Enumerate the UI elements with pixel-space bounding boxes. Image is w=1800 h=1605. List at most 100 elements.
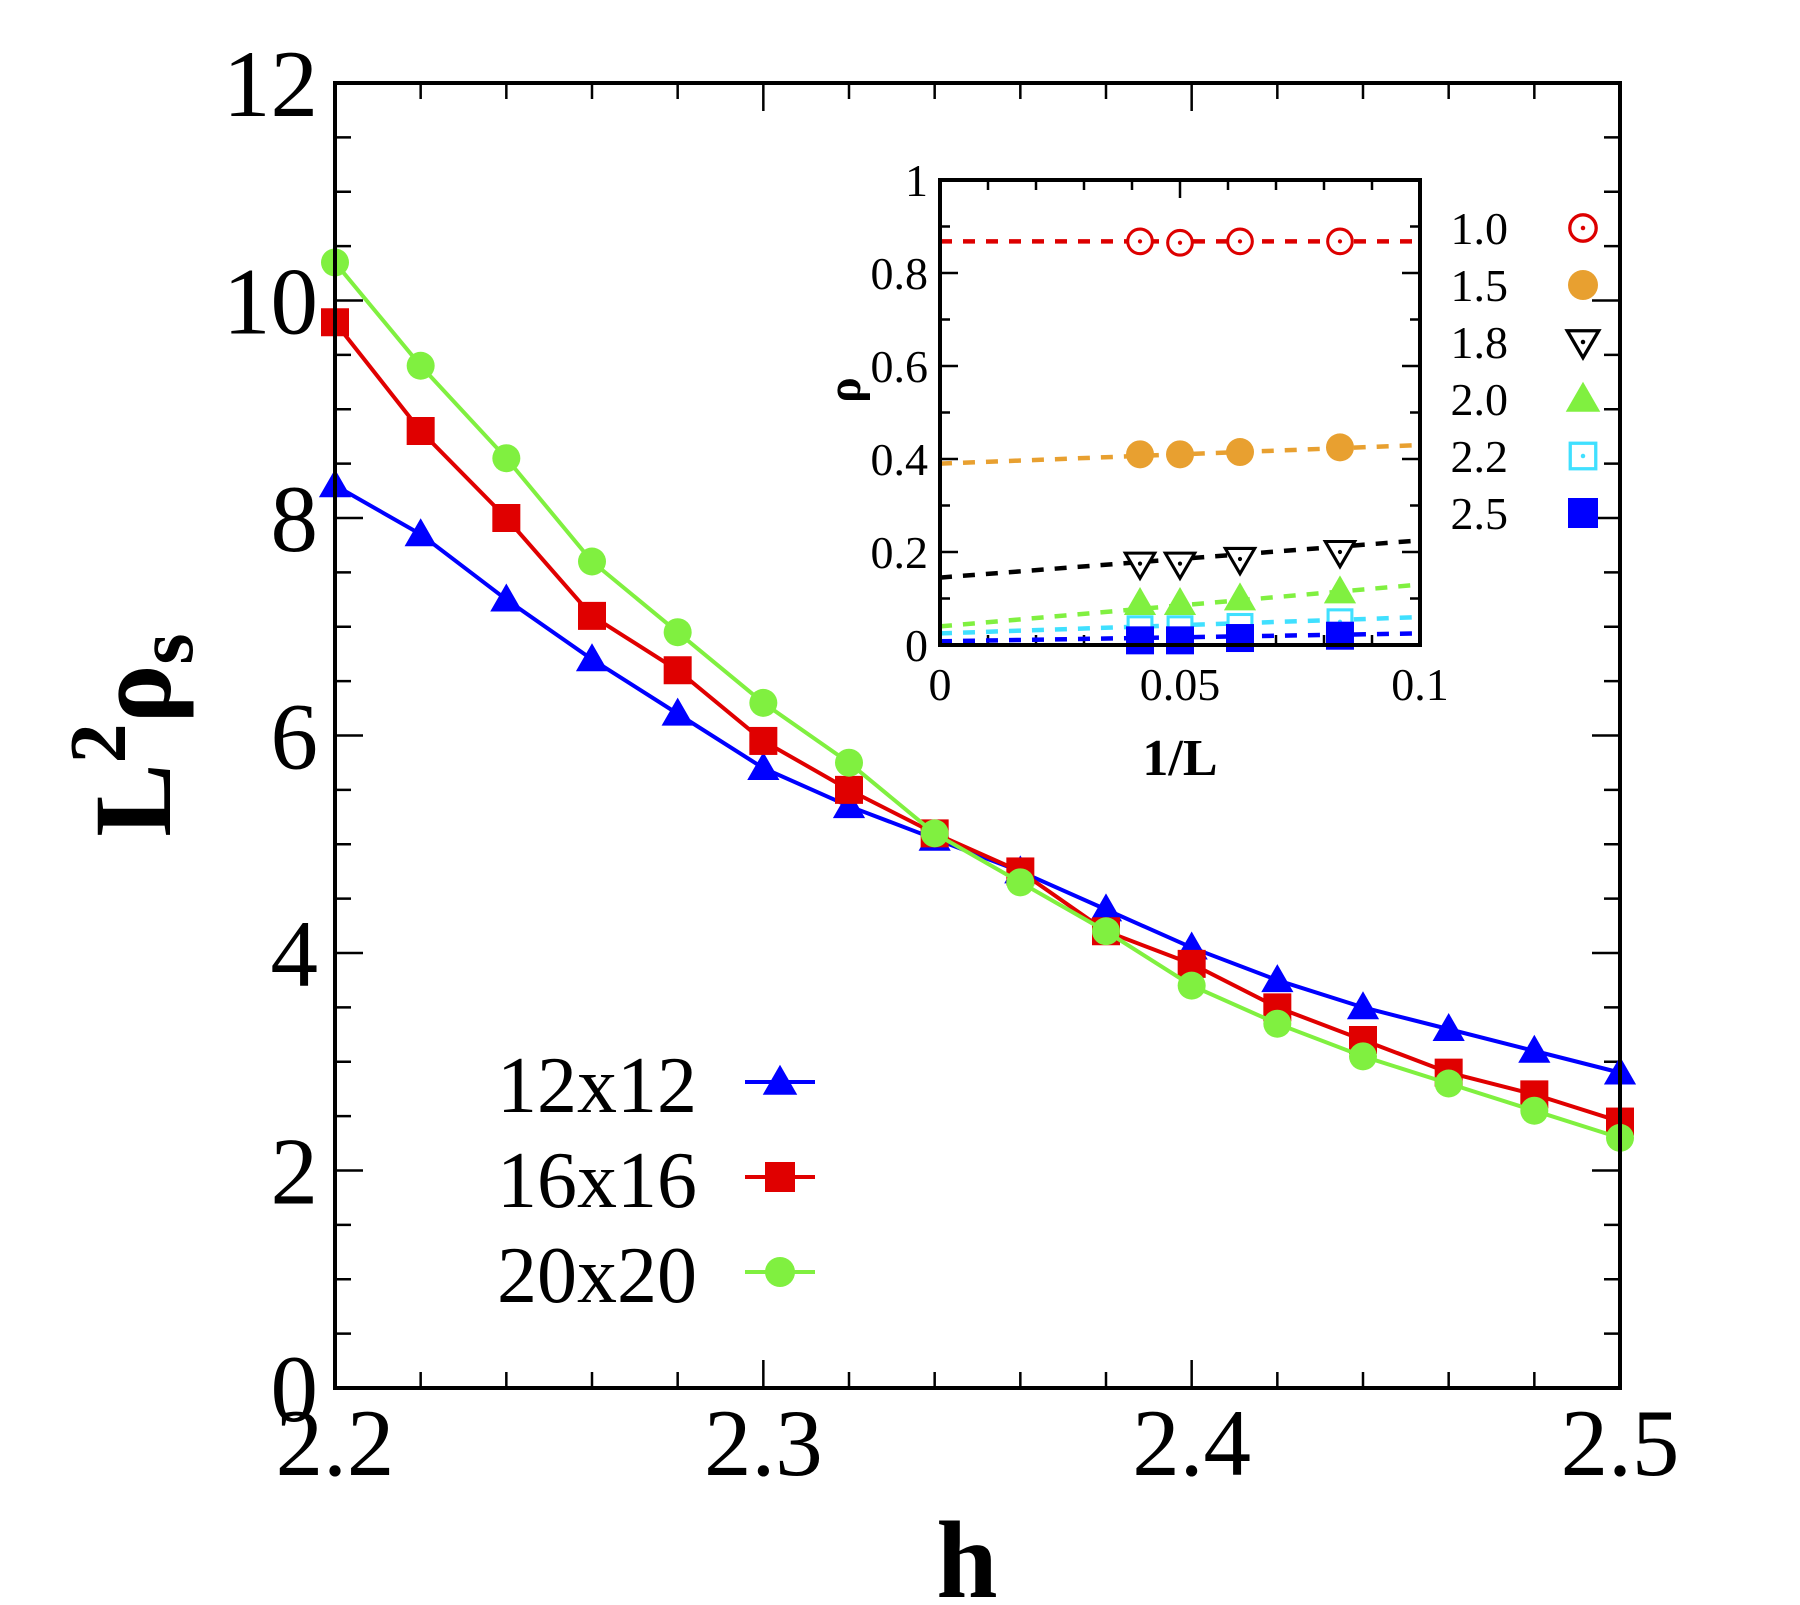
y-title-subscript: s — [122, 633, 210, 664]
y-tick-label: 12 — [223, 31, 318, 137]
data-point — [747, 752, 780, 781]
inset-legend-marker-dot — [1580, 453, 1586, 459]
inset-x-axis-title: 1/L — [1142, 730, 1217, 787]
inset-y-tick-label: 0 — [905, 620, 928, 671]
inset-x-tick-label: 0 — [929, 659, 952, 710]
data-point — [749, 688, 778, 717]
inset-data-point — [1163, 587, 1197, 616]
inset-data-point-dot — [1177, 240, 1183, 245]
inset-data-point — [1166, 626, 1194, 655]
inset-data-point-dot — [1137, 239, 1143, 244]
legend-marker — [765, 1257, 795, 1287]
inset-y-tick-label: 0.4 — [871, 434, 929, 485]
inset-data-point-shape — [1325, 433, 1354, 462]
inset-data-point — [1326, 227, 1354, 256]
data-point — [490, 583, 523, 612]
inset-data-point — [1126, 440, 1155, 469]
data-point — [575, 643, 609, 672]
data-point — [1263, 1009, 1292, 1038]
inset-legend-label: 2.2 — [1451, 431, 1509, 482]
inset-data-point — [1322, 539, 1358, 570]
inset-legend-marker-shape — [1565, 381, 1601, 412]
y-tick-label: 6 — [271, 684, 319, 790]
inset-series — [939, 227, 1421, 655]
data-point-shape — [578, 601, 606, 630]
data-point — [1006, 868, 1035, 897]
inset-series-1.8 — [939, 538, 1421, 582]
inset-data-point-shape — [1166, 440, 1194, 469]
data-point — [749, 726, 778, 755]
inset-tick-labels: 0 0.05 0.1 0 0.2 0.4 0.6 0.8 1 — [871, 155, 1449, 710]
inset-legend-marker — [1568, 270, 1598, 300]
inset-data-point-dot — [1237, 556, 1243, 562]
legend-marker-shape — [765, 1162, 795, 1192]
data-point-shape — [663, 656, 692, 685]
inset-plot-frame — [938, 178, 1422, 647]
inset-data-point — [1323, 575, 1357, 604]
data-point-shape — [1263, 1009, 1292, 1038]
inset-data-point — [1166, 440, 1194, 469]
main-y-axis-title: L2ρs — [55, 633, 210, 836]
inset-data-point-dot — [1337, 549, 1343, 555]
inset-legend-marker-dot — [1580, 339, 1586, 345]
y-tick-label: 10 — [223, 249, 318, 355]
inset-legend-marker-shape — [1568, 270, 1598, 300]
inset-series-1.5 — [939, 433, 1421, 469]
inset-legend-label: 1.8 — [1451, 317, 1509, 368]
data-point-shape — [1261, 964, 1294, 993]
inset-data-point-shape — [1226, 438, 1254, 467]
data-point-shape — [661, 697, 694, 726]
x-tick-label: 2.3 — [704, 1390, 823, 1496]
data-point — [1520, 1096, 1549, 1125]
data-point-shape — [1177, 971, 1206, 1000]
inset-legend-marker — [1564, 329, 1602, 362]
inset-data-point — [1126, 227, 1154, 256]
data-point — [1349, 1042, 1377, 1071]
data-point — [1092, 917, 1120, 946]
inset-data-point-dot — [1177, 561, 1183, 566]
inset-data-point-dot — [1337, 239, 1343, 244]
inset-data-point — [1223, 582, 1257, 611]
data-point — [406, 351, 435, 380]
data-point-shape — [1432, 1013, 1465, 1042]
inset-data-point-shape — [1223, 582, 1257, 611]
y-tick-label: 8 — [271, 466, 319, 572]
inset-legend-marker — [1568, 213, 1598, 243]
data-point — [404, 518, 437, 547]
data-point-shape — [663, 618, 692, 647]
inset-x-tick-label: 0.1 — [1391, 659, 1449, 710]
inset-data-point — [1162, 551, 1198, 582]
series-line — [333, 261, 1621, 1140]
y-title-greek: ρ — [72, 664, 194, 723]
data-point — [1434, 1069, 1463, 1098]
legend-label: 20x20 — [497, 1232, 697, 1320]
data-point-shape — [492, 444, 521, 473]
inset-data-point — [1222, 546, 1258, 577]
data-point — [492, 444, 521, 473]
inset-legend-marker — [1568, 498, 1598, 528]
inset-legend-marker-shape — [1568, 498, 1598, 528]
data-point-shape — [1092, 917, 1120, 946]
main-ticks — [333, 81, 1622, 1390]
y-title-base: L — [72, 763, 194, 836]
inset-legend-marker — [1565, 381, 1601, 412]
data-point — [406, 417, 435, 445]
data-point — [1089, 893, 1123, 922]
data-point — [1518, 1034, 1551, 1063]
data-point — [832, 790, 866, 819]
legend-label: 12x12 — [497, 1042, 697, 1130]
series-20x20 — [321, 248, 1634, 1152]
data-point-shape — [747, 752, 780, 781]
inset-data-point-shape — [1126, 626, 1155, 655]
data-point — [661, 697, 694, 726]
inset-data-point-shape — [1323, 575, 1357, 604]
legend-marker — [762, 1064, 798, 1095]
data-point — [492, 504, 521, 532]
y-tick-label: 0 — [271, 1336, 319, 1442]
inset-data-point — [1126, 626, 1155, 655]
inset-y-tick-label: 0.2 — [871, 527, 929, 578]
data-point-shape — [920, 819, 949, 848]
inset-data-point — [1325, 433, 1354, 462]
legend-marker-shape — [765, 1257, 795, 1287]
